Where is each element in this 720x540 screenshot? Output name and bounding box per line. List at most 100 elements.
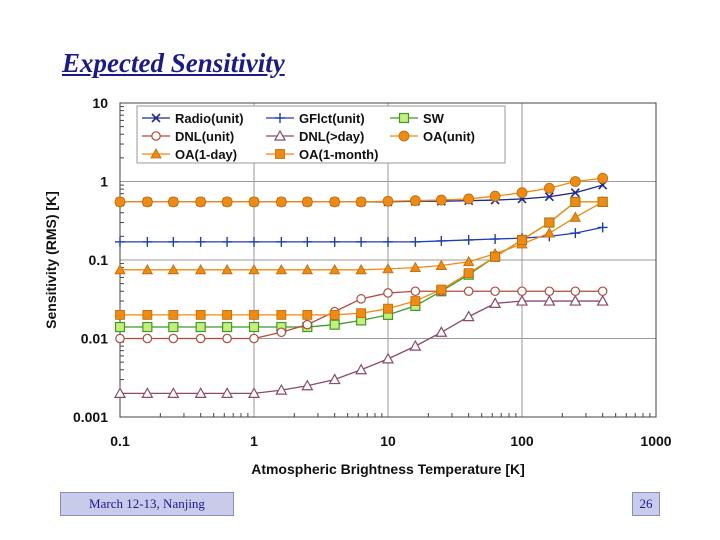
data-point (490, 286, 500, 297)
x-tick-label: 1 (250, 433, 258, 449)
data-point (570, 286, 581, 297)
data-point (543, 294, 556, 306)
data-point (247, 387, 261, 398)
legend-label: GFlct(unit) (299, 111, 365, 126)
data-point (275, 383, 288, 395)
data-point (302, 236, 313, 247)
data-point (409, 195, 421, 207)
data-point (355, 363, 368, 375)
data-point (569, 211, 582, 222)
data-point (248, 321, 260, 333)
data-point (544, 192, 554, 202)
data-point (436, 235, 447, 246)
data-point (569, 176, 581, 187)
data-point (597, 286, 608, 297)
data-point (167, 196, 179, 208)
data-point (194, 387, 207, 398)
data-point (249, 333, 259, 344)
y-axis-label: Sensitivity (RMS) [K] (43, 191, 59, 329)
slide-title: Expected Sensitivity (62, 48, 285, 78)
data-point (275, 196, 287, 208)
data-point (543, 227, 556, 238)
series-7 (115, 196, 608, 320)
data-point (168, 309, 179, 320)
data-point (383, 303, 393, 314)
y-tick-label: 10 (92, 95, 108, 111)
data-point (115, 236, 125, 247)
data-point (248, 196, 260, 208)
data-point (115, 333, 125, 344)
y-tick-label: 1 (100, 174, 108, 190)
legend-label: Radio(unit) (175, 111, 244, 126)
data-point (301, 196, 313, 208)
data-point (569, 294, 582, 306)
data-point (383, 236, 393, 247)
data-point (398, 130, 410, 142)
data-point (517, 235, 527, 245)
data-point (142, 236, 153, 247)
data-point (383, 288, 393, 298)
data-point (356, 236, 367, 247)
data-point (398, 112, 410, 124)
data-point (249, 309, 259, 320)
axes: 0.1 1 10 100 1000 10 1 0.1 0.01 0.001 (73, 95, 672, 449)
data-point (596, 294, 609, 306)
data-point (301, 263, 314, 275)
data-point (570, 196, 581, 207)
data-point (114, 263, 126, 275)
data-point (115, 309, 125, 320)
data-point (222, 333, 232, 344)
data-point (248, 263, 260, 275)
data-point (329, 309, 340, 320)
data-point (114, 321, 126, 333)
data-point (167, 387, 180, 398)
data-point (113, 387, 127, 398)
data-point (329, 319, 340, 330)
data-point (544, 217, 555, 228)
y-tick-label: 0.01 (81, 331, 108, 347)
data-point (490, 234, 501, 245)
series-1 (115, 222, 608, 247)
legend-label: OA(1-month) (299, 147, 378, 162)
data-point (141, 263, 154, 275)
data-point (168, 333, 179, 344)
data-point (222, 321, 233, 333)
series-6 (114, 196, 609, 275)
data-point (328, 373, 341, 385)
data-point (195, 196, 207, 208)
data-point (462, 310, 475, 322)
data-point (435, 194, 447, 206)
data-point (249, 236, 259, 247)
data-point (275, 113, 285, 123)
data-point (221, 263, 233, 275)
data-point (142, 321, 153, 333)
data-point (114, 196, 126, 208)
data-point (462, 255, 475, 267)
legend-entry: DNL(>day) (266, 129, 364, 144)
data-point (276, 236, 287, 247)
data-point (410, 236, 421, 247)
data-point (517, 286, 527, 297)
data-point (221, 196, 233, 208)
legend-box (136, 105, 506, 164)
data-point (355, 196, 367, 208)
page-number: 26 (632, 492, 660, 516)
data-point (463, 268, 474, 279)
data-point (275, 149, 285, 159)
data-point (489, 190, 501, 202)
legend-entry: OA(1-day) (142, 147, 237, 162)
data-point (409, 261, 422, 273)
legend-label: DNL(unit) (175, 129, 234, 144)
data-point (329, 236, 340, 247)
data-point (222, 309, 233, 320)
legend-entry: DNL(unit) (142, 129, 234, 144)
data-point (356, 308, 367, 319)
legend-label: OA(unit) (423, 129, 475, 144)
data-point (490, 251, 501, 262)
data-point (276, 327, 287, 338)
data-point (435, 259, 448, 270)
y-tick-label: 0.001 (73, 409, 108, 425)
x-tick-label: 10 (380, 433, 396, 449)
legend-label: OA(1-day) (175, 147, 237, 162)
